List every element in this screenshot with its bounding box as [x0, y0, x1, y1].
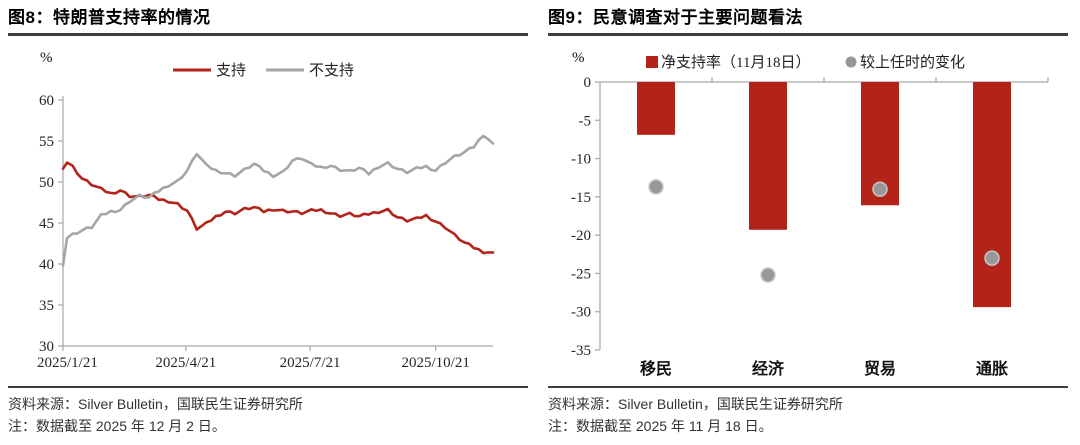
y-tick-label: 50 — [39, 175, 54, 191]
change-dot-经济 — [760, 267, 776, 283]
net-approval-bar-chart: % 净支持率（11月18日） 较上任时的变化 0 -5 -10 -15 -20 -25 -30 -3… — [571, 50, 1049, 378]
figure9-source: 资料来源：Silver Bulletin，国联民生证券研究所 — [548, 396, 843, 412]
y-tick-label: 30 — [39, 339, 54, 355]
figure8-note: 注：数据截至 2025 年 12 月 2 日。 — [8, 418, 226, 434]
category-label: 经济 — [752, 359, 785, 378]
legend-label: 不支持 — [309, 62, 354, 79]
category-label: 通胀 — [976, 360, 1008, 378]
y-tick-label: -35 — [571, 343, 591, 359]
change-dot-移民 — [648, 179, 664, 195]
change-dot-通胀 — [984, 250, 1000, 266]
figure8-source: 资料来源：Silver Bulletin，国联民生证券研究所 — [8, 396, 303, 412]
y-tick-label: 60 — [39, 93, 54, 109]
y-tick-label: -25 — [571, 266, 591, 282]
x-tick-label: 2025/10/21 — [401, 355, 469, 371]
series-line-支持 — [61, 161, 495, 255]
y-axis-unit-label: % — [40, 50, 53, 66]
legend-swatch-bar — [646, 56, 658, 68]
x-tick-label: 2025/1/21 — [37, 355, 98, 371]
x-tick-label: 2025/7/21 — [280, 355, 341, 371]
figure9-source-divider — [548, 386, 1068, 388]
y-tick-label: -20 — [571, 228, 591, 244]
legend-label: 支持 — [216, 62, 246, 79]
category-label: 移民 — [640, 359, 672, 378]
legend-label-bar: 净支持率（11月18日） — [661, 54, 810, 71]
y-tick-label: 0 — [584, 75, 592, 91]
y-axis-unit-label: % — [572, 50, 585, 66]
y-tick-label: -5 — [579, 113, 592, 129]
net-approval-bar-经济 — [749, 82, 787, 230]
net-approval-bar-通胀 — [973, 82, 1011, 308]
net-approval-bar-移民 — [637, 82, 675, 135]
figure8-title: 图8：特朗普支持率的情况 — [8, 6, 528, 36]
y-tick-label: 45 — [39, 216, 54, 232]
y-tick-label: -15 — [571, 190, 591, 206]
figure8-panel: 图8：特朗普支持率的情况 % 支持 不支持 60 55 50 45 40 35 30 2025/1/… — [8, 6, 528, 434]
y-tick-label: 40 — [39, 257, 54, 273]
x-tick-label: 2025/4/21 — [155, 355, 216, 371]
legend-swatch-dot — [845, 56, 857, 68]
change-dot-贸易 — [872, 181, 888, 197]
y-tick-label: -30 — [571, 305, 591, 321]
figure9-note: 注：数据截至 2025 年 11 月 18 日。 — [548, 418, 773, 434]
category-label: 贸易 — [864, 359, 896, 378]
figure9-title: 图9：民意调查对于主要问题看法 — [548, 6, 1068, 36]
y-tick-label: 35 — [39, 298, 54, 314]
y-tick-label: 55 — [39, 134, 54, 150]
series-line-不支持 — [61, 134, 495, 267]
figure8-source-divider — [8, 386, 528, 388]
figure9-panel: 图9：民意调查对于主要问题看法 % 净支持率（11月18日） 较上任时的变化 0 -5 -… — [540, 0, 1080, 445]
legend-label-dot: 较上任时的变化 — [860, 53, 965, 71]
y-tick-label: -10 — [571, 152, 591, 168]
